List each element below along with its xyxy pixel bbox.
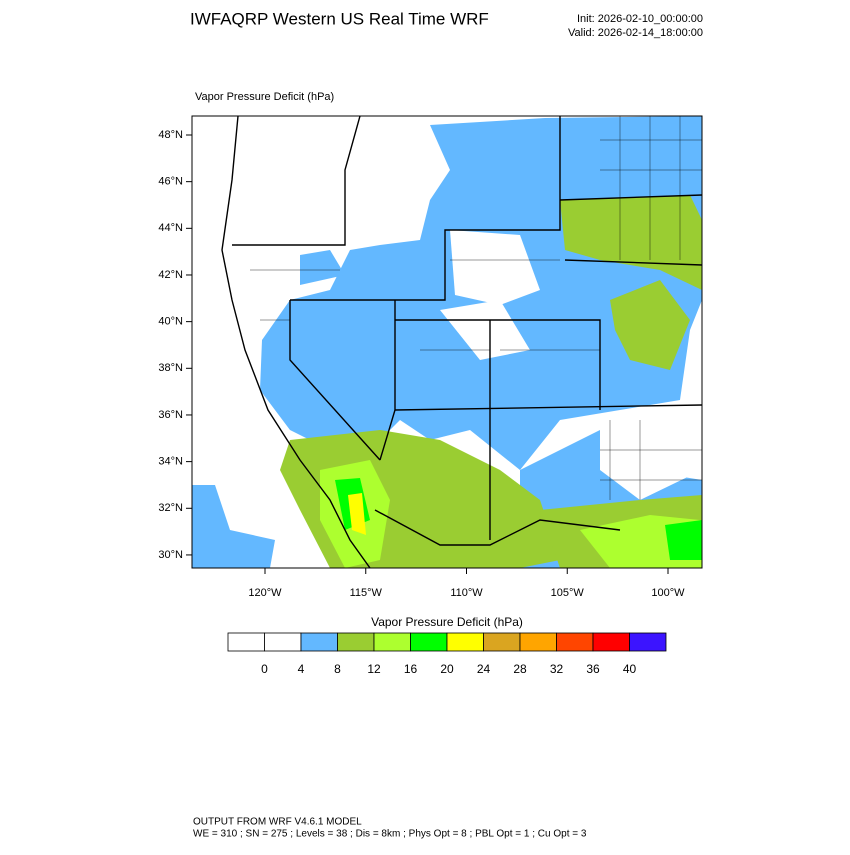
colorbar: 0 4 8 12 16 20 24 28 32 36 40 bbox=[227, 632, 667, 676]
lon-label: 110°W bbox=[450, 587, 483, 599]
lat-label: 46°N bbox=[158, 176, 183, 188]
valid-time: Valid: 2026-02-14_18:00:00 bbox=[568, 27, 703, 39]
lat-label: 44°N bbox=[158, 222, 183, 234]
colorbar-swatch bbox=[410, 632, 448, 652]
map-frame bbox=[191, 115, 703, 569]
colorbar-swatch bbox=[556, 632, 594, 652]
lon-label: 105°W bbox=[551, 587, 585, 599]
colorbar-swatch bbox=[227, 632, 265, 652]
colorbar-swatch bbox=[519, 632, 557, 652]
colorbar-label: 40 bbox=[623, 662, 637, 676]
map-label: Vapor Pressure Deficit (hPa) bbox=[195, 91, 334, 103]
colorbar-label: 24 bbox=[477, 662, 491, 676]
colorbar-swatch bbox=[337, 632, 375, 652]
colorbar-label: 8 bbox=[334, 662, 341, 676]
map-field bbox=[192, 116, 702, 568]
colorbar-swatch bbox=[300, 632, 338, 652]
colorbar-swatch bbox=[483, 632, 521, 652]
colorbar-label: 36 bbox=[586, 662, 600, 676]
init-time: Init: 2026-02-10_00:00:00 bbox=[577, 13, 703, 25]
map-ticks: 48°N 46°N 44°N 42°N 40°N 38°N 36°N 34°N 32°N 30°N… bbox=[158, 129, 685, 599]
colorbar-label: 12 bbox=[367, 662, 381, 676]
colorbar-label: 32 bbox=[550, 662, 564, 676]
colorbar-label: 16 bbox=[404, 662, 418, 676]
footer-line: WE = 310 ; SN = 275 ; Levels = 38 ; Dis … bbox=[193, 829, 587, 840]
colorbar-label: 0 bbox=[261, 662, 268, 676]
colorbar-title: Vapor Pressure Deficit (hPa) bbox=[371, 615, 523, 629]
lat-label: 34°N bbox=[158, 456, 183, 468]
footer-line: OUTPUT FROM WRF V4.6.1 MODEL bbox=[193, 817, 362, 828]
lat-label: 48°N bbox=[158, 129, 183, 141]
lat-label: 30°N bbox=[158, 549, 183, 561]
lat-label: 42°N bbox=[158, 269, 183, 281]
colorbar-swatch bbox=[264, 632, 302, 652]
lon-label: 115°W bbox=[350, 587, 383, 599]
colorbar-swatch bbox=[592, 632, 630, 652]
lon-label: 100°W bbox=[651, 587, 685, 599]
lon-label: 120°W bbox=[248, 587, 282, 599]
colorbar-label: 28 bbox=[513, 662, 527, 676]
lat-label: 36°N bbox=[158, 409, 183, 421]
lat-label: 38°N bbox=[158, 362, 183, 374]
title: IWFAQRP Western US Real Time WRF bbox=[190, 9, 489, 28]
colorbar-swatch bbox=[373, 632, 411, 652]
lat-label: 40°N bbox=[158, 316, 183, 328]
colorbar-label: 20 bbox=[440, 662, 454, 676]
colorbar-label: 4 bbox=[298, 662, 305, 676]
colorbar-swatch bbox=[446, 632, 484, 652]
colorbar-swatch bbox=[629, 632, 667, 652]
lat-label: 32°N bbox=[158, 502, 183, 514]
